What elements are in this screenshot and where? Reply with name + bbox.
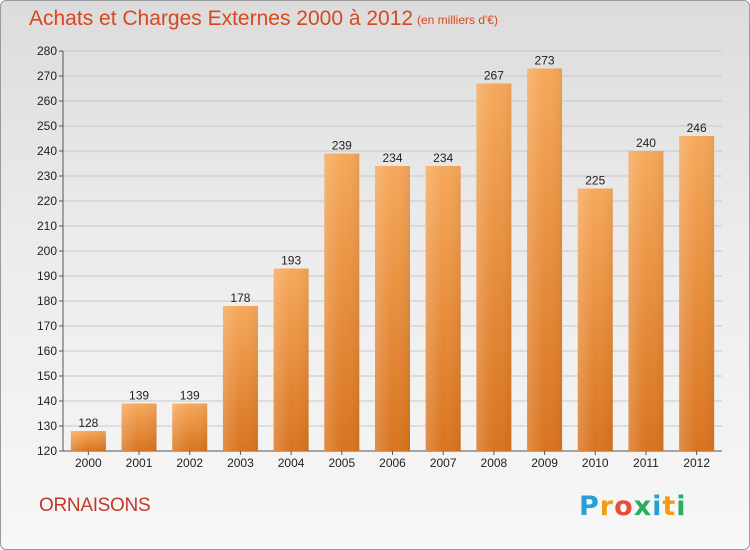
x-tick-label: 2012 xyxy=(683,456,710,470)
x-tick-label: 2004 xyxy=(278,456,305,470)
bar-highlight xyxy=(70,431,106,451)
bar-highlight xyxy=(121,403,157,451)
chart-title: Achats et Charges Externes 2000 à 2012 xyxy=(29,7,414,30)
bar-value-label: 178 xyxy=(230,291,250,305)
y-tick-label: 190 xyxy=(37,269,57,283)
y-tick-label: 140 xyxy=(37,394,57,408)
y-tick-label: 150 xyxy=(37,369,57,383)
bar-highlight xyxy=(273,268,309,451)
y-tick-label: 210 xyxy=(37,219,57,233)
bar-highlight xyxy=(527,68,563,451)
bar-value-label: 240 xyxy=(636,136,656,150)
bar-value-label: 193 xyxy=(281,254,301,268)
y-tick-label: 130 xyxy=(37,419,57,433)
bar-value-label: 128 xyxy=(78,416,98,430)
x-tick-label: 2009 xyxy=(531,456,558,470)
logo-letter: t xyxy=(662,491,677,522)
logo-letter: i xyxy=(652,491,663,522)
bar-value-label: 273 xyxy=(535,54,555,68)
x-tick-label: 2007 xyxy=(430,456,457,470)
bar-highlight xyxy=(324,153,360,451)
y-tick-label: 280 xyxy=(37,44,57,58)
town-name: ORNAISONS xyxy=(39,495,151,516)
y-tick-label: 240 xyxy=(37,144,57,158)
bar-highlight xyxy=(222,306,258,451)
y-tick-label: 180 xyxy=(37,294,57,308)
y-tick-label: 160 xyxy=(37,344,57,358)
bar-highlight xyxy=(476,83,512,451)
bar-highlight xyxy=(375,166,410,451)
x-tick-label: 2001 xyxy=(126,456,153,470)
bar-value-label: 234 xyxy=(433,151,453,165)
y-tick-label: 270 xyxy=(37,69,57,83)
bar-highlight xyxy=(577,188,613,451)
bar-highlight xyxy=(679,136,715,451)
x-tick-label: 2006 xyxy=(379,456,406,470)
y-tick-label: 220 xyxy=(37,194,57,208)
logo-letter: P xyxy=(579,491,600,522)
y-tick-label: 200 xyxy=(37,244,57,258)
x-tick-label: 2002 xyxy=(176,456,203,470)
x-tick-label: 2011 xyxy=(633,456,659,470)
logo-letter: i xyxy=(676,491,687,522)
bar-value-label: 139 xyxy=(180,389,200,403)
chart-subtitle: (en milliers d'€) xyxy=(417,13,498,27)
bar-value-label: 225 xyxy=(585,174,605,188)
logo-letter: x xyxy=(633,491,653,522)
bar-value-label: 139 xyxy=(129,389,149,403)
y-tick-label: 170 xyxy=(37,319,57,333)
bar-highlight xyxy=(425,166,461,451)
bar-value-label: 246 xyxy=(687,121,707,135)
y-tick-label: 260 xyxy=(37,94,57,108)
bar-highlight xyxy=(172,403,208,451)
bars xyxy=(70,68,715,451)
bar-value-label: 239 xyxy=(332,139,352,153)
y-tick-label: 120 xyxy=(37,444,57,458)
y-tick-label: 250 xyxy=(37,119,57,133)
bar-value-label: 234 xyxy=(382,151,402,165)
x-tick-label: 2005 xyxy=(328,456,355,470)
y-tick-label: 230 xyxy=(37,169,57,183)
labels: 120 130 140 150 160 170 180 190 200 210 220 230 240 2… xyxy=(37,44,710,470)
x-tick-label: 2003 xyxy=(227,456,254,470)
logo-letter: r xyxy=(599,491,615,522)
x-tick-label: 2010 xyxy=(582,456,609,470)
proxiti-logo[interactable]: Proxiti xyxy=(579,491,687,522)
x-tick-label: 2000 xyxy=(75,456,102,470)
logo-letter: o xyxy=(614,491,634,522)
x-tick-label: 2008 xyxy=(481,456,508,470)
bar-highlight xyxy=(628,151,664,451)
bar-value-label: 267 xyxy=(484,69,504,83)
